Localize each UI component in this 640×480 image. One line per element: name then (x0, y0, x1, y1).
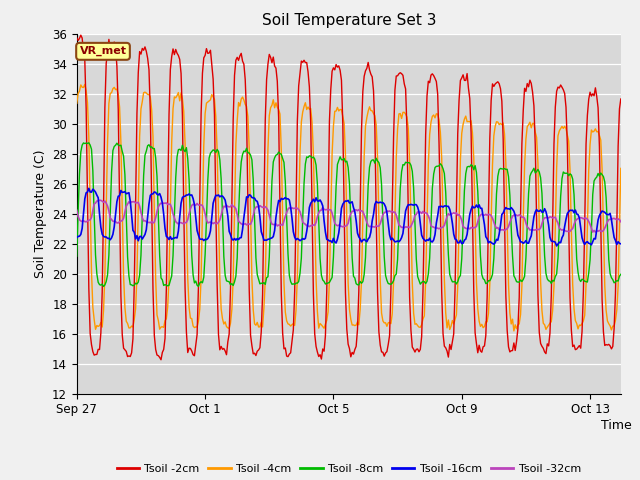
Title: Soil Temperature Set 3: Soil Temperature Set 3 (262, 13, 436, 28)
Y-axis label: Soil Temperature (C): Soil Temperature (C) (33, 149, 47, 278)
X-axis label: Time: Time (601, 419, 632, 432)
Legend: Tsoil -2cm, Tsoil -4cm, Tsoil -8cm, Tsoil -16cm, Tsoil -32cm: Tsoil -2cm, Tsoil -4cm, Tsoil -8cm, Tsoi… (112, 459, 586, 478)
Text: VR_met: VR_met (79, 46, 127, 57)
